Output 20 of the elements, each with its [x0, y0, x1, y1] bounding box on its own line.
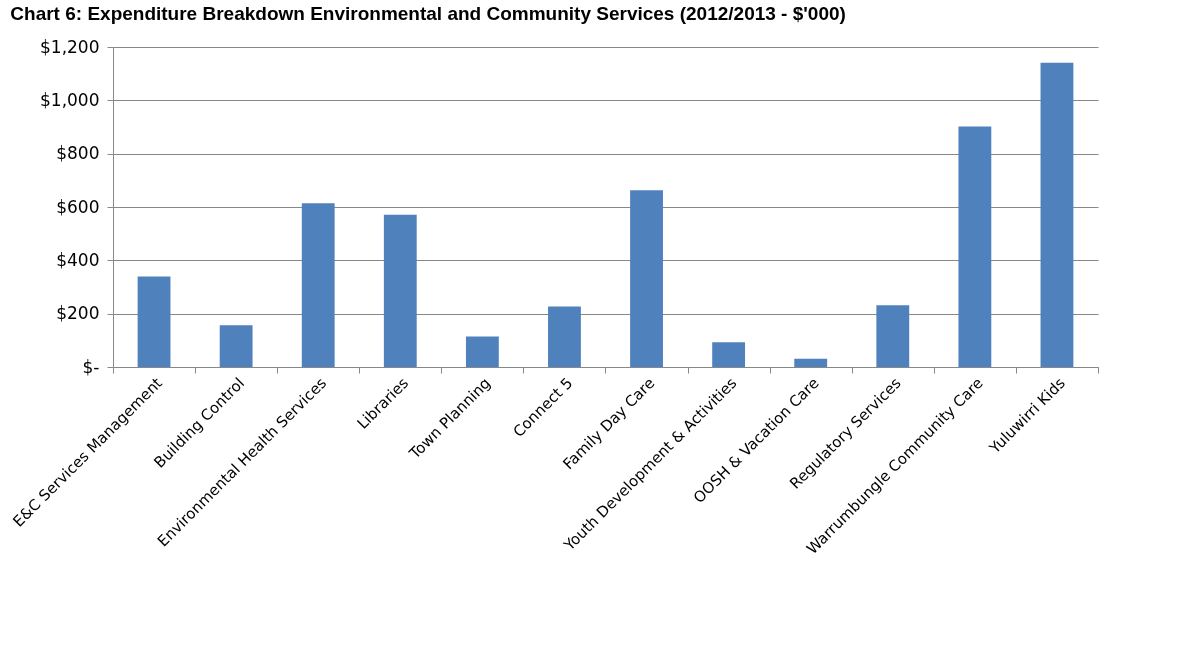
y-tick-label: $600 — [56, 196, 100, 217]
bar — [219, 325, 253, 367]
y-tick-label: $1,000 — [40, 89, 100, 110]
bar — [301, 203, 335, 367]
y-tick-label: $200 — [56, 303, 100, 324]
bar — [712, 342, 746, 367]
bar — [137, 276, 171, 367]
bar — [1040, 62, 1074, 367]
y-tick-label: $- — [82, 356, 100, 377]
chart-title: Chart 6: Expenditure Breakdown Environmental and Community Services (2012/2013 - $'000) — [10, 3, 846, 24]
bar — [794, 358, 828, 367]
bar — [958, 126, 992, 367]
y-tick-label: $400 — [56, 249, 100, 270]
bar — [548, 306, 581, 367]
bar — [383, 214, 417, 367]
y-tick-label: $800 — [56, 143, 100, 164]
bar — [465, 336, 499, 367]
y-tick-label: $1,200 — [40, 36, 100, 57]
bar — [630, 190, 663, 367]
bar — [876, 305, 910, 367]
